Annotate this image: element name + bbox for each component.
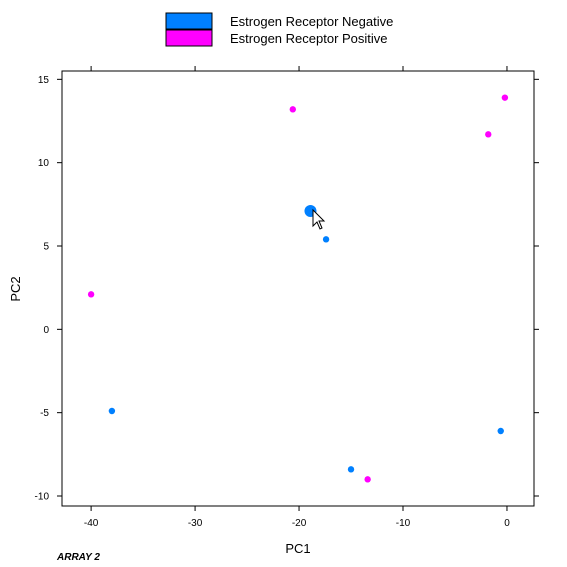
y-tick-label: 5 <box>43 242 49 253</box>
data-point[interactable] <box>485 131 492 138</box>
plot-frame <box>61 70 535 507</box>
x-axis: -40 -30 -20 -10 0 <box>84 66 510 529</box>
data-point[interactable] <box>322 236 330 243</box>
y-tick-label: 0 <box>43 325 49 336</box>
legend-swatch <box>165 29 213 47</box>
data-points <box>87 94 509 483</box>
mouse-pointer-icon <box>312 208 326 230</box>
data-point[interactable] <box>497 427 504 435</box>
y-tick-label: -10 <box>35 492 50 503</box>
y-axis-title: PC2 <box>8 276 23 301</box>
x-tick-label: -30 <box>188 518 203 529</box>
legend-label: Estrogen Receptor Negative <box>230 14 393 29</box>
data-point[interactable] <box>87 291 95 298</box>
x-axis-title: PC1 <box>285 541 310 556</box>
legend-swatch <box>165 12 213 30</box>
y-tick-label: 10 <box>38 158 50 169</box>
x-tick-label: -10 <box>396 518 411 529</box>
x-tick-label: 0 <box>504 518 510 529</box>
legend-label: Estrogen Receptor Positive <box>230 31 388 46</box>
y-tick-label: -5 <box>40 408 49 419</box>
footer-label: ARRAY 2 <box>56 552 100 563</box>
data-point[interactable] <box>347 466 355 473</box>
data-point[interactable] <box>364 476 371 483</box>
data-point[interactable] <box>108 407 116 415</box>
y-tick-label: 15 <box>38 75 50 86</box>
data-point[interactable] <box>289 106 297 113</box>
x-tick-label: -20 <box>292 518 307 529</box>
legend: Estrogen Receptor Negative Estrogen Recep… <box>165 12 393 47</box>
data-point[interactable] <box>501 94 509 101</box>
x-tick-label: -40 <box>84 518 99 529</box>
y-axis: -10 -5 0 5 10 15 <box>35 75 539 503</box>
